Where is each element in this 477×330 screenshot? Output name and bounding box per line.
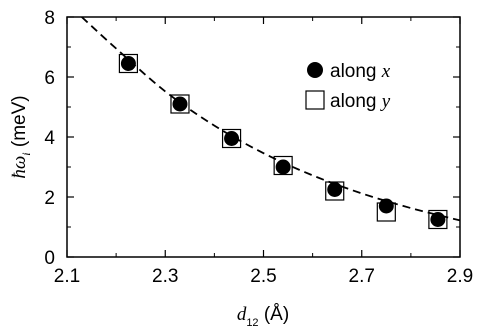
y-tick-label: 4 [44,128,55,149]
data-marks [118,53,448,230]
point-along-y [221,128,242,149]
y-tick-label: 2 [44,188,55,209]
legend-marker-along-y [305,90,325,110]
point-along-x [275,159,291,175]
legend-label-along-y: along y [330,91,391,112]
x-axis-symbol: d [237,304,247,325]
legend-label-along-x: along x [330,61,391,82]
point-along-x [378,198,394,214]
point-along-y [118,53,139,74]
fit-line-dashed [81,16,461,222]
y-tick-label: 6 [44,68,55,89]
legend: along x along y [305,61,391,112]
x-axis-subscript: 12 [246,317,258,329]
y-tick-label: 0 [44,248,55,269]
x-tick-label: 2.7 [349,266,375,287]
legend-marker-along-x [307,62,323,78]
y-axis-label: ħωi (meV) [9,95,33,178]
x-axis-label: d12 (Å) [237,304,289,329]
x-tick-label: 2.5 [250,266,276,287]
svg-text:ħωi (meV): ħωi (meV) [9,95,33,178]
x-tick-label: 2.9 [447,266,473,287]
point-along-y [428,209,448,230]
point-along-x [430,212,446,227]
y-axis-symbol: ħω [9,156,30,179]
point-along-x [224,131,240,146]
point-along-x [327,182,343,197]
y-tick-label: 8 [44,8,55,29]
ticks [66,16,461,258]
x-axis-unit: (Å) [264,304,289,325]
tick-labels: 2.1 2.3 2.5 2.7 2.9 0 2 4 6 8 [44,8,473,287]
x-tick-label: 2.1 [54,266,80,287]
svg-text:d12 (Å): d12 (Å) [237,304,289,329]
x-tick-label: 2.3 [152,266,178,287]
y-axis-subscript: i [19,152,33,155]
point-along-x [172,96,188,112]
point-along-x [120,56,136,71]
point-along-y [170,94,190,114]
plot-frame [66,16,461,258]
y-axis-unit: (meV) [9,95,30,147]
fit-curve [81,16,461,222]
